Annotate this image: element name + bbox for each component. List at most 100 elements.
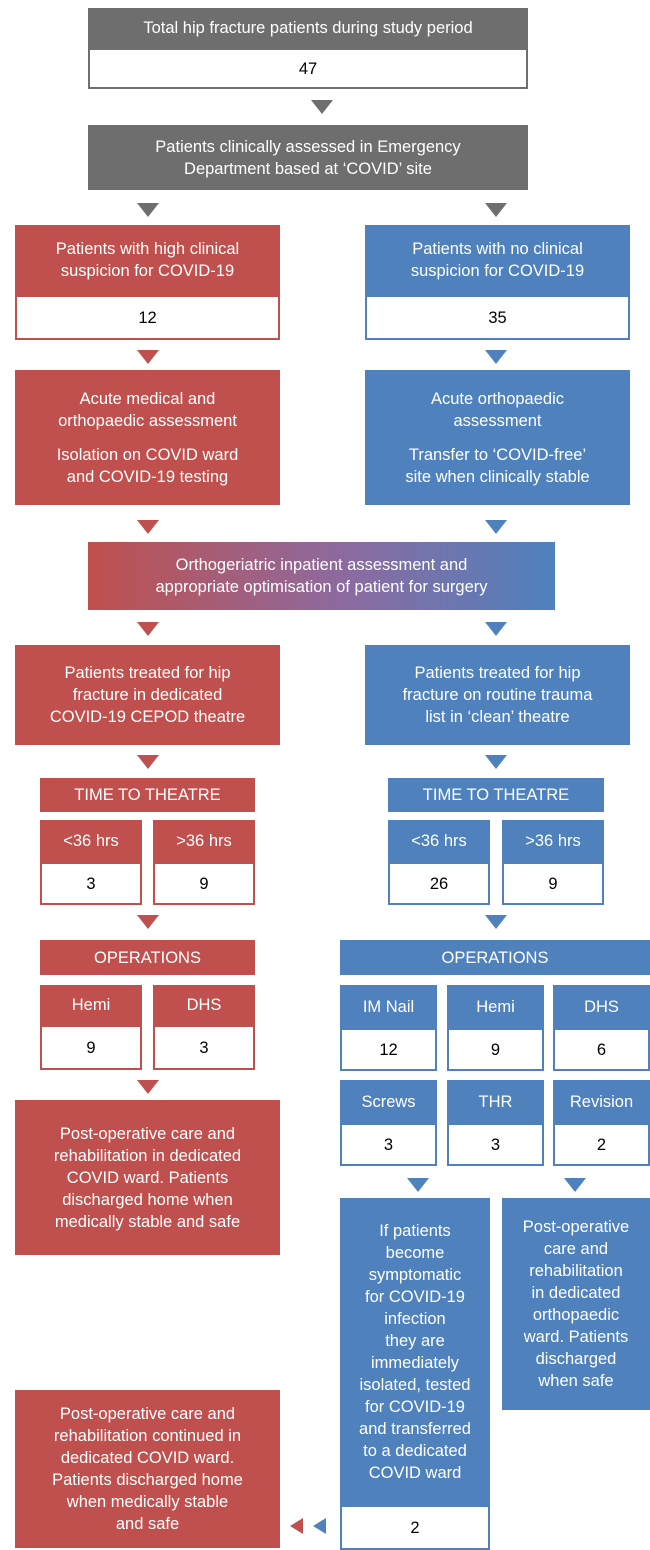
text-line: Acute medical and — [79, 389, 216, 408]
count-box: 2 — [553, 1123, 650, 1166]
text-line: infection — [384, 1309, 446, 1328]
text-line: rehabilitation in dedicated — [53, 1146, 242, 1165]
text-group: Patients clinically assessed in Emergenc… — [155, 136, 460, 180]
count-box: 6 — [553, 1028, 650, 1071]
section-title: OPERATIONS — [340, 940, 650, 975]
count-box: 9 — [447, 1028, 544, 1071]
text-group: Isolation on COVID ward and COVID-19 test… — [57, 444, 239, 488]
text-line: 3 — [199, 1038, 209, 1057]
group-header: THR — [447, 1080, 544, 1123]
group-header: Screws — [340, 1080, 437, 1123]
text-line: Patients treated for hip — [414, 664, 581, 682]
count-box: 9 — [40, 1025, 142, 1070]
text-line: OPERATIONS — [441, 948, 549, 967]
arrow — [407, 1178, 429, 1192]
text-group: Post-operative care and rehabilitation co… — [52, 1403, 243, 1535]
text-line: appropriate optimisation of patient for … — [155, 578, 488, 596]
text-line: Post-operative — [522, 1218, 630, 1236]
group-header: IM Nail — [340, 985, 437, 1028]
text-line: COVID-19 CEPOD theatre — [49, 708, 246, 726]
group-header: <36 hrs — [388, 820, 490, 862]
text-line: 2 — [596, 1135, 607, 1154]
text-line: Post-operative care and — [59, 1124, 236, 1143]
text-group: Patients with no clinical suspicion for C… — [411, 238, 584, 282]
text-line: and COVID-19 testing — [66, 467, 229, 486]
text-line: 6 — [596, 1040, 607, 1059]
arrow — [137, 1080, 159, 1094]
arrow — [137, 915, 159, 929]
text-line: ward. Patients — [523, 1328, 629, 1346]
arrow — [137, 203, 159, 217]
text-line: Patients treated for hip — [64, 664, 231, 682]
text-line: for COVID-19 — [365, 1397, 465, 1416]
group-header: >36 hrs — [502, 820, 604, 862]
text-line: they are — [385, 1331, 445, 1350]
infection-box: If patients become symptomatic for COVID-19… — [340, 1198, 490, 1505]
text-line: Isolation on COVID ward — [56, 445, 239, 464]
arrow — [485, 520, 507, 534]
suspicion-box: Patients with no clinical suspicion for C… — [365, 225, 630, 295]
text-line: 9 — [548, 874, 558, 893]
text-line: discharged home when — [62, 1190, 233, 1209]
text-line: assessment — [453, 411, 542, 430]
text-line: COVID ward — [368, 1463, 462, 1482]
ed-box: Patients clinically assessed in Emergenc… — [88, 125, 528, 190]
continued-box: Post-operative care and rehabilitation co… — [15, 1390, 280, 1548]
text-line: and transferred — [359, 1419, 471, 1438]
arrow — [137, 622, 159, 636]
arrow — [485, 915, 507, 929]
group-header: Revision — [553, 1080, 650, 1123]
text-group: Orthogeriatric inpatient assessment and a… — [155, 554, 487, 598]
text-line: Hemi — [71, 996, 111, 1014]
text-line: to a dedicated — [363, 1441, 467, 1460]
text-line: fracture in dedicated — [72, 686, 223, 704]
text-line: discharged — [535, 1350, 617, 1368]
text-group: Post-operative care and rehabilitation in d… — [523, 1216, 629, 1392]
text-line: care and — [543, 1240, 609, 1258]
text-line: If patients — [379, 1221, 451, 1240]
text-line: list in ‘clean’ theatre — [425, 708, 570, 726]
text-line: Patients clinically assessed in Emergenc… — [155, 137, 461, 156]
text-line: DHS — [584, 997, 619, 1016]
text-line: IM Nail — [362, 997, 415, 1016]
text-line: Patients discharged home — [52, 1471, 243, 1489]
arrow — [485, 203, 507, 217]
arrow — [485, 622, 507, 636]
text-line: 9 — [86, 1038, 96, 1057]
count-box: 3 — [447, 1123, 544, 1166]
text-line: Screws — [361, 1092, 416, 1111]
text-line: COVID ward. Patients — [66, 1168, 229, 1187]
count-box: 12 — [15, 295, 280, 340]
text-line: >36 hrs — [176, 832, 232, 850]
text-line: 3 — [490, 1135, 501, 1154]
treatment-box: Patients treated for hip fracture in dedi… — [15, 645, 280, 745]
count-box: 35 — [365, 295, 630, 340]
text-line: orthopaedic — [532, 1306, 620, 1324]
text-line: site when clinically stable — [405, 467, 590, 486]
text-group: Acute medical and orthopaedic assessment — [58, 388, 237, 432]
text-line: 12 — [138, 308, 157, 327]
text-line: when safe — [538, 1372, 614, 1390]
treatment-box: Patients treated for hip fracture on rout… — [365, 645, 630, 745]
count-box: 47 — [88, 48, 528, 89]
text-line: 3 — [383, 1135, 394, 1154]
arrow — [137, 755, 159, 769]
arrow — [485, 350, 507, 364]
text-line: OPERATIONS — [94, 948, 201, 967]
text-line: suspicion for COVID-19 — [60, 262, 235, 280]
text-line: <36 hrs — [411, 832, 467, 850]
text-line: fracture on routine trauma — [402, 686, 593, 704]
text-line: Patients with high clinical — [55, 240, 240, 258]
text-line: 2 — [410, 1518, 420, 1537]
group-header: Hemi — [40, 985, 142, 1025]
assessment-box: Acute medical and orthopaedic assessment I… — [15, 370, 280, 505]
text-line: Acute orthopaedic — [430, 389, 564, 408]
text-line: when medically stable — [66, 1493, 229, 1511]
section-title: TIME TO THEATRE — [40, 778, 255, 812]
total-box: Total hip fracture patients during study… — [88, 8, 528, 48]
text-line: symptomatic — [368, 1265, 462, 1284]
text-line: 26 — [429, 874, 449, 893]
text-group: Patients treated for hip fracture on rout… — [403, 662, 593, 728]
arrow — [137, 520, 159, 534]
